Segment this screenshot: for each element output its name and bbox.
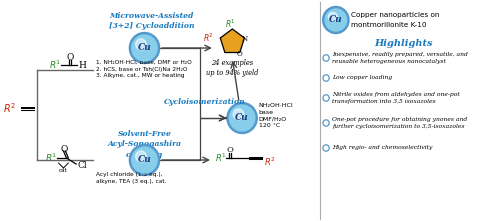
Circle shape xyxy=(132,35,157,61)
Text: Acyl chloride (1.5 eq.),
alkyne, TEA (3 eq.), cat.: Acyl chloride (1.5 eq.), alkyne, TEA (3 … xyxy=(96,172,166,184)
Text: High regio- and chemoselectivity: High regio- and chemoselectivity xyxy=(332,145,432,151)
Text: O: O xyxy=(237,50,242,57)
Text: $R^2$: $R^2$ xyxy=(3,101,16,115)
Circle shape xyxy=(325,9,346,31)
Text: Solvent-Free
Acyl-Sonogashira
coupling: Solvent-Free Acyl-Sonogashira coupling xyxy=(108,130,182,159)
Text: NH₂OH·HCl
base
DMF/H₂O
120 °C: NH₂OH·HCl base DMF/H₂O 120 °C xyxy=(258,103,294,128)
Circle shape xyxy=(132,147,157,173)
Circle shape xyxy=(322,6,349,34)
Text: Cu: Cu xyxy=(138,156,151,164)
Text: O: O xyxy=(60,145,68,154)
Circle shape xyxy=(227,103,257,133)
Circle shape xyxy=(328,12,338,21)
Circle shape xyxy=(136,39,146,50)
Text: O: O xyxy=(227,146,234,154)
Text: $R^1$: $R^1$ xyxy=(49,59,62,71)
Text: Cl: Cl xyxy=(77,162,86,170)
Text: $R^1$: $R^1$ xyxy=(45,152,58,164)
Text: $R^2$: $R^2$ xyxy=(203,32,214,44)
Text: Cu: Cu xyxy=(329,15,342,25)
Text: N: N xyxy=(242,35,248,43)
Text: Inexpensive, readily prepared, versatile, and
reusable heterogeneous nanocatalys: Inexpensive, readily prepared, versatile… xyxy=(332,52,468,64)
Text: One-pot procedure for obtaining ynones and
further cycloisomerization to 3,5-iso: One-pot procedure for obtaining ynones a… xyxy=(332,117,467,129)
Text: $R^2$: $R^2$ xyxy=(264,156,276,168)
Text: montmorillonite K-10: montmorillonite K-10 xyxy=(352,22,427,28)
Text: Copper nanoparticles on: Copper nanoparticles on xyxy=(352,12,440,18)
Text: $R^1$: $R^1$ xyxy=(215,152,226,164)
Text: cat: cat xyxy=(59,168,68,173)
Text: 24 examples
up to 94% yield: 24 examples up to 94% yield xyxy=(206,59,258,77)
Text: O: O xyxy=(66,53,74,61)
Text: Microwave-Assisted
[3+2] Cycloaddition: Microwave-Assisted [3+2] Cycloaddition xyxy=(108,12,194,30)
Text: Nitrile oxides from aldehydes and one-pot
transformation into 3,5 isoxazoles: Nitrile oxides from aldehydes and one-po… xyxy=(332,92,460,104)
Text: Cu: Cu xyxy=(138,44,151,53)
Text: Cycloisomerization: Cycloisomerization xyxy=(164,98,246,106)
Circle shape xyxy=(233,109,244,120)
Polygon shape xyxy=(220,29,244,53)
Text: Low copper loading: Low copper loading xyxy=(332,76,392,80)
Circle shape xyxy=(130,32,160,63)
Circle shape xyxy=(136,151,146,162)
Circle shape xyxy=(230,105,255,131)
Text: H: H xyxy=(78,61,86,69)
Circle shape xyxy=(130,145,160,175)
Text: Highlights: Highlights xyxy=(374,38,432,48)
Text: Cu: Cu xyxy=(236,114,249,122)
Text: $R^1$: $R^1$ xyxy=(225,18,236,30)
Text: 1. NH₂OH·HCl, base, DMF or H₂O
2. hCS, base or Tsh(Cl)Na 2H₂O
3. Alkyne, cat., M: 1. NH₂OH·HCl, base, DMF or H₂O 2. hCS, b… xyxy=(96,60,192,78)
